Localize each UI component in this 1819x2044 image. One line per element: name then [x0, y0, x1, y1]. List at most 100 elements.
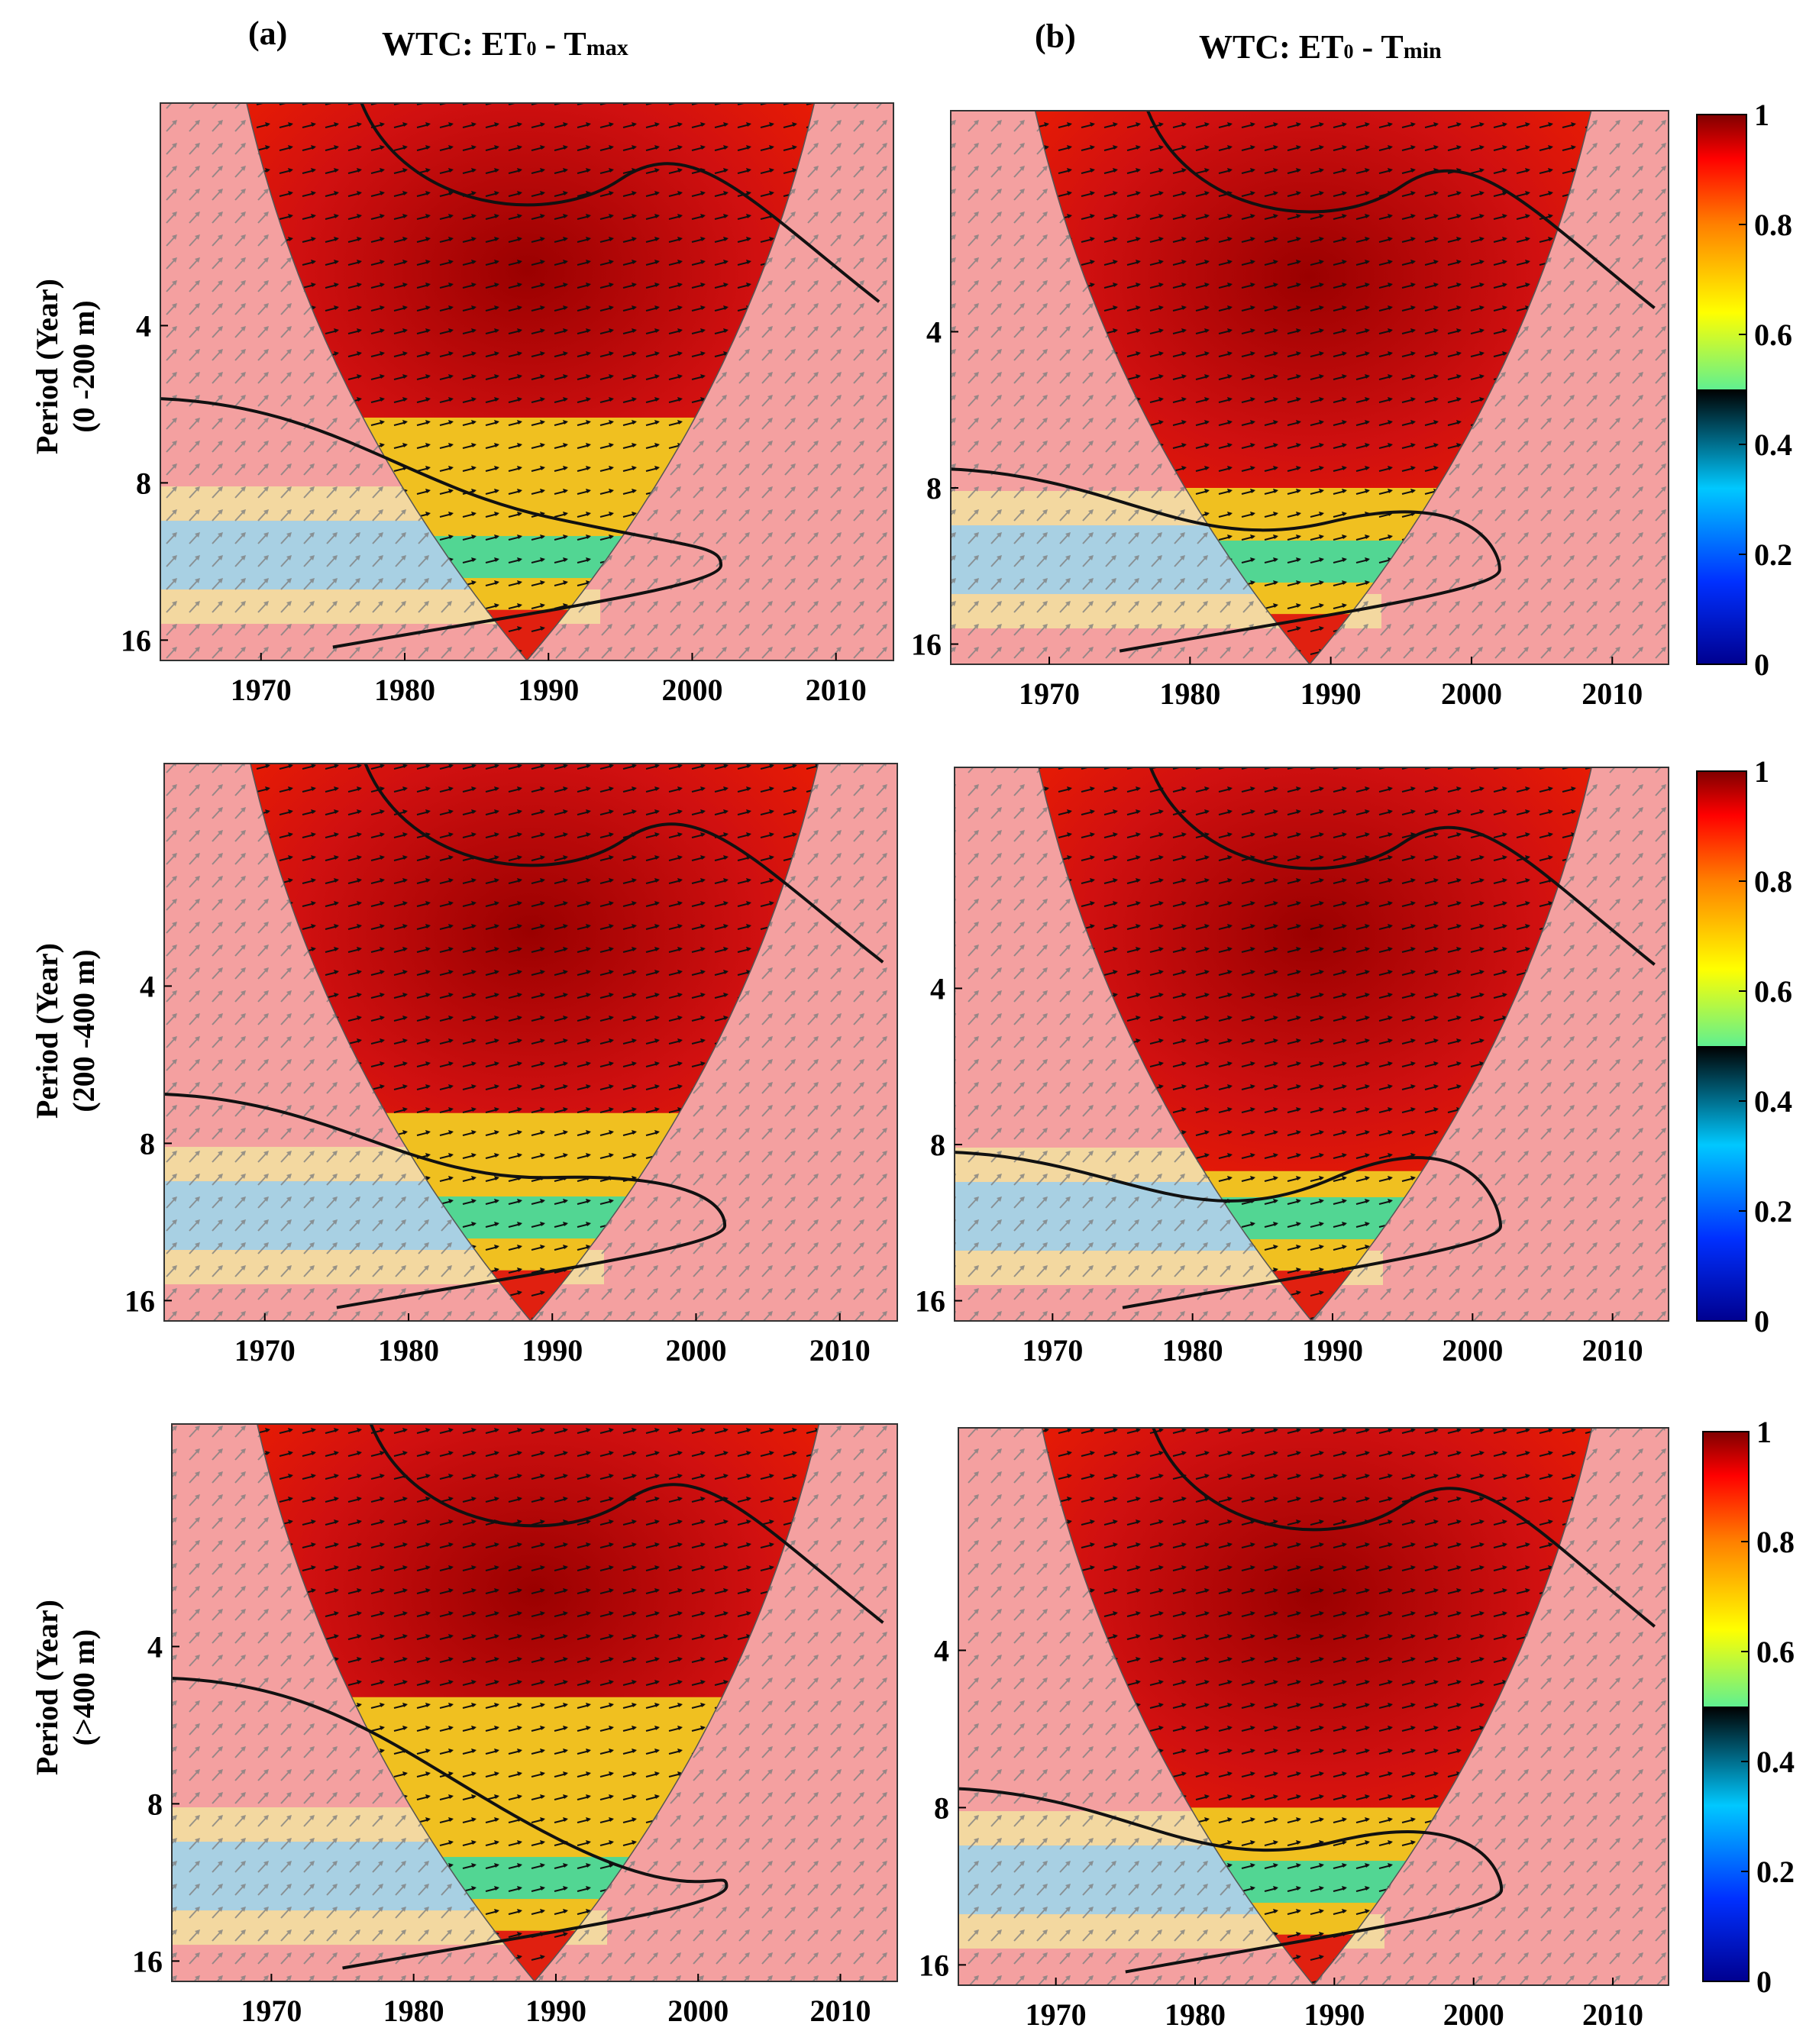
x-tick-label: 2000	[667, 1994, 729, 2028]
significance-contour	[360, 103, 880, 303]
x-tick-label: 2000	[1441, 676, 1502, 711]
x-tick-label: 1970	[231, 673, 292, 707]
x-tick-label: 1990	[525, 1994, 586, 2028]
significance-contour	[172, 1676, 729, 1970]
colorbar-tick-label: 0	[1754, 1304, 1769, 1338]
column-title-a: WTC: ET0 - Tmax	[382, 25, 628, 63]
x-tick-label: 1990	[1300, 676, 1362, 711]
significance-contour	[1146, 111, 1656, 309]
row-label-1: Period (Year) (200 -400 m)	[30, 943, 101, 1119]
colorbar-tick-label: 0.6	[1754, 318, 1792, 352]
colorbar-1: 1 0.8 0.6 0.4 0.2 0	[1696, 754, 1792, 1338]
wtc-panel-1: 1970 1980 1990 2000 2010 4 8 16	[911, 110, 1669, 711]
y-tick-label: 4	[930, 971, 945, 1006]
x-tick-label: 1970	[1019, 676, 1080, 711]
y-tick-label: 16	[132, 1944, 163, 1978]
svg-text:(0 -200 m): (0 -200 m)	[66, 300, 101, 432]
colorbar-tick-label: 0.6	[1756, 1635, 1795, 1669]
x-tick-label: 2010	[809, 1994, 871, 2028]
colorbar-0: 1 0.8 0.6 0.4 0.2 0	[1696, 98, 1792, 682]
x-tick-label: 2000	[665, 1333, 726, 1368]
row-label-2: Period (Year) (>400 m)	[30, 1600, 101, 1775]
wtc-panel-3: 1970 1980 1990 2000 2010 4 8 16	[915, 767, 1669, 1368]
y-tick-label: 4	[147, 1629, 163, 1664]
x-tick-label: 1970	[1026, 1997, 1087, 2032]
svg-text:(>400 m): (>400 m)	[66, 1629, 101, 1746]
colorbar-tick-label: 0.2	[1754, 1194, 1792, 1229]
wtc-panel-0: 1970 1980 1990 2000 2010 4 8 16	[121, 102, 894, 707]
y-tick-label: 8	[147, 1787, 163, 1821]
colorbar-tick-label: 0.2	[1754, 538, 1792, 572]
x-tick-label: 2010	[806, 673, 867, 707]
x-tick-label: 1970	[241, 1994, 302, 2028]
y-tick-label: 8	[140, 1126, 155, 1161]
panel-frame	[160, 102, 894, 661]
x-tick-label: 1980	[378, 1333, 439, 1368]
colorbar-tick-label: 0.8	[1754, 864, 1792, 899]
x-tick-label: 2000	[661, 673, 722, 707]
x-tick-label: 1980	[1165, 1997, 1226, 2032]
colorbar-tick-label: 0	[1756, 1965, 1772, 1999]
svg-text:Period (Year): Period (Year)	[30, 279, 64, 454]
y-tick-label: 16	[911, 628, 942, 662]
svg-text:Period (Year): Period (Year)	[30, 943, 64, 1119]
colorbar-tick-label: 1	[1754, 98, 1769, 132]
colorbar-tick-label: 0.4	[1756, 1745, 1795, 1779]
y-tick-label: 8	[934, 1791, 949, 1825]
significance-contour	[164, 1092, 727, 1309]
row-label-0: Period (Year) (0 -200 m)	[30, 279, 101, 454]
x-tick-label: 1980	[1159, 676, 1220, 711]
y-tick-label: 8	[930, 1128, 945, 1162]
y-tick-label: 4	[140, 969, 155, 1003]
column-title-b: WTC: ET0 - Tmin	[1199, 28, 1442, 66]
x-tick-label: 2010	[809, 1333, 871, 1368]
significance-contour	[363, 764, 884, 964]
significance-contour	[369, 1424, 884, 1624]
significance-contour	[958, 1787, 1504, 1974]
significance-contour	[955, 1151, 1503, 1309]
colorbar-tick-label: 0.6	[1754, 974, 1792, 1009]
svg-text:Period (Year): Period (Year)	[30, 1600, 64, 1775]
x-tick-label: 1990	[518, 673, 579, 707]
panel-frame	[958, 1427, 1669, 1986]
significance-contour	[160, 397, 723, 649]
x-tick-label: 1970	[1022, 1333, 1083, 1368]
y-tick-label: 16	[124, 1284, 155, 1318]
svg-text:(200 -400 m): (200 -400 m)	[66, 949, 101, 1112]
wtc-panel-2: 1970 1980 1990 2000 2010 4 8 16	[124, 763, 898, 1368]
colorbar-tick-label: 1	[1754, 754, 1769, 789]
x-tick-label: 1990	[522, 1333, 583, 1368]
x-tick-label: 1980	[383, 1994, 444, 2028]
significance-contour	[1149, 767, 1656, 966]
panel-frame	[163, 763, 898, 1322]
colorbar-tick-label: 0.8	[1756, 1525, 1795, 1559]
y-tick-label: 8	[136, 466, 151, 500]
y-tick-label: 4	[136, 308, 151, 343]
y-tick-label: 16	[915, 1284, 945, 1319]
x-tick-label: 2000	[1443, 1997, 1504, 2032]
y-tick-label: 16	[121, 623, 151, 657]
y-tick-label: 4	[926, 315, 942, 349]
colorbar-tick-label: 0.2	[1756, 1855, 1795, 1889]
x-tick-label: 2010	[1582, 676, 1643, 711]
panel-frame	[950, 110, 1669, 665]
colorbar-tick-label: 1	[1756, 1415, 1772, 1449]
x-tick-label: 2010	[1582, 1333, 1643, 1368]
colorbar-tick-label: 0.4	[1754, 1084, 1792, 1119]
x-tick-label: 1990	[1304, 1997, 1365, 2032]
panel-letter-a: (a)	[248, 15, 287, 52]
y-tick-label: 16	[919, 1948, 949, 1982]
significance-contour	[1152, 1428, 1656, 1628]
y-tick-label: 8	[926, 471, 942, 505]
y-tick-label: 4	[934, 1633, 949, 1668]
wtc-panel-5: 1970 1980 1990 2000 2010 4 8 16	[919, 1427, 1669, 2032]
wtc-panel-4: 1970 1980 1990 2000 2010 4 8 16	[132, 1423, 898, 2028]
x-tick-label: 1980	[374, 673, 435, 707]
panel-frame	[171, 1423, 898, 1982]
x-tick-label: 2000	[1442, 1333, 1503, 1368]
colorbar-tick-label: 0.4	[1754, 428, 1792, 462]
x-tick-label: 1980	[1162, 1333, 1223, 1368]
significance-contour	[951, 467, 1501, 653]
x-tick-label: 2010	[1582, 1997, 1643, 2032]
